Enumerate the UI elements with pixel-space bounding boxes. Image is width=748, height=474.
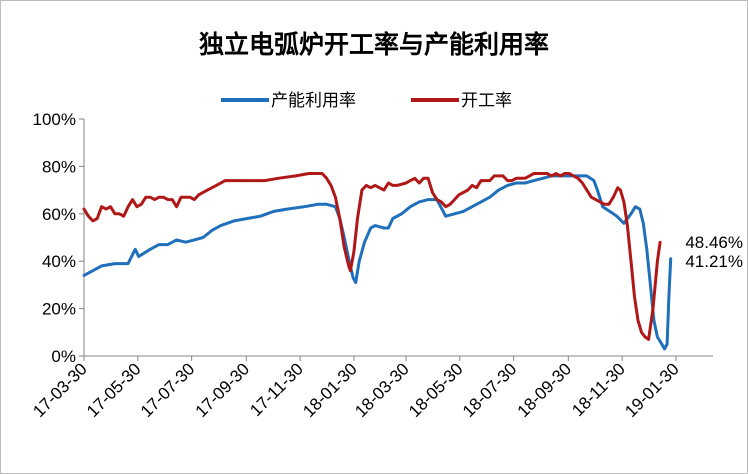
x-tick-label: 17-11-30	[246, 359, 307, 420]
data-label-work-rate: 48.46%	[685, 233, 743, 252]
x-tick-label: 18-03-30	[351, 359, 413, 421]
legend: 产能利用率 开工率	[221, 91, 512, 111]
x-tick-label: 18-01-30	[299, 359, 361, 421]
y-tick-label: 40%	[42, 252, 76, 271]
chart-title: 独立电弧炉开工率与产能利用率	[199, 30, 549, 59]
y-tick-label: 0%	[51, 347, 76, 366]
data-label-capacity-utilization: 41.21%	[685, 252, 743, 271]
x-axis: 17-03-3017-05-3017-07-3017-09-3017-11-30…	[29, 355, 713, 421]
x-tick-label: 18-05-30	[405, 359, 467, 421]
x-tick-label: 18-09-30	[514, 359, 576, 421]
y-tick-label: 20%	[42, 300, 76, 319]
x-tick-label: 17-09-30	[192, 359, 254, 421]
x-tick-label: 19-01-30	[621, 359, 683, 421]
y-tick-label: 80%	[42, 157, 76, 176]
x-tick-label: 17-07-30	[137, 359, 199, 421]
series-line-capacity-utilization	[82, 174, 673, 351]
y-tick-label: 60%	[42, 205, 76, 224]
x-tick-label: 17-03-30	[29, 359, 91, 421]
x-tick-label: 18-07-30	[459, 359, 521, 421]
y-axis: 0% 20% 40% 60% 80% 100%	[33, 110, 85, 366]
y-tick-label: 100%	[33, 110, 76, 129]
x-tick-label: 17-05-30	[83, 359, 145, 421]
legend-label-series-1: 产能利用率	[271, 91, 356, 111]
series-layer	[82, 172, 673, 351]
legend-label-series-2: 开工率	[461, 91, 512, 111]
x-tick-label: 18-11-30	[568, 359, 629, 420]
series-line-work-rate	[82, 172, 662, 341]
